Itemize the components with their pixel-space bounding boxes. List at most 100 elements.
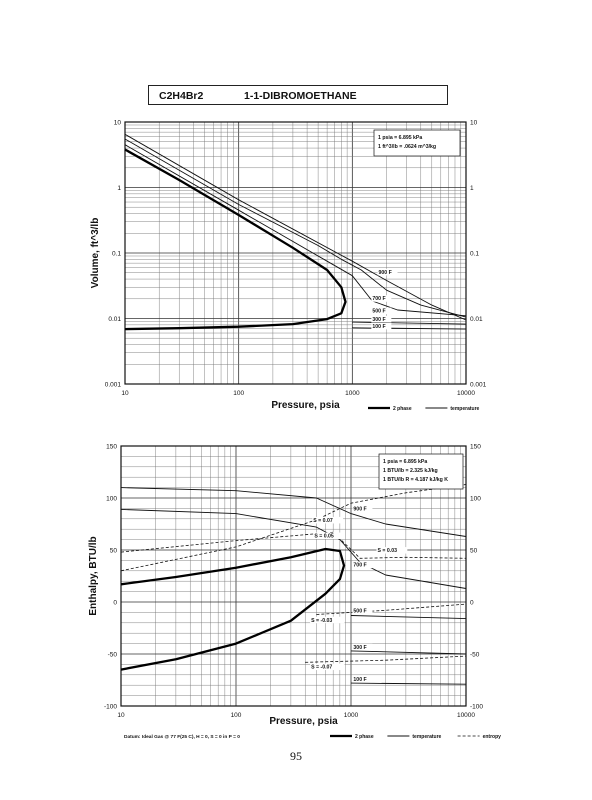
x-axis-label: Pressure, psia: [271, 400, 340, 411]
datum-note: Datum: Ideal Gas @ 77 F(25 C), H = 0, S …: [124, 734, 240, 740]
plot-frame: [124, 121, 467, 385]
page-number: 95: [290, 749, 302, 763]
curve-label-bg: [371, 307, 392, 315]
curve-label: 100 F: [353, 677, 366, 683]
legend-label: 2 phase: [393, 406, 412, 412]
y-tick-label-right: -50: [470, 651, 480, 658]
conversion-notes-box: [373, 129, 461, 157]
y-tick-label-right: 100: [470, 495, 481, 502]
conversion-note: 1 ft^3/lb = .0624 m^3/kg: [378, 144, 436, 150]
curve-label-bg: [371, 322, 392, 330]
plot-frame: [120, 445, 467, 707]
curve-label-bg: [352, 561, 373, 569]
y-tick-label-left: 0.001: [105, 381, 122, 388]
series-100-f: [352, 327, 467, 330]
legend-label: temperature: [412, 734, 441, 740]
series-700-f: [124, 138, 467, 318]
y-tick-label-right: -100: [470, 703, 483, 710]
series-700-f: [120, 508, 467, 589]
x-tick-label: 10000: [457, 390, 475, 397]
curve-label-bg: [371, 315, 392, 323]
y-tick-label-right: 1: [470, 185, 474, 192]
series-300-f: [352, 321, 467, 325]
y-tick-label-left: 0.1: [112, 250, 121, 257]
curve-label-bg: [352, 607, 373, 614]
curve-label-bg: [310, 616, 345, 624]
curve-label: S = 0.07: [313, 518, 333, 524]
series-500-f: [350, 615, 467, 620]
series-s-0-07: [120, 484, 467, 572]
y-tick-label-right: 10: [470, 119, 478, 126]
series-s-0-03: [316, 603, 467, 615]
y-tick-label-right: 0.01: [470, 316, 483, 323]
curve-label: S = -0.07: [311, 665, 332, 671]
curve-label: 300 F: [353, 645, 366, 651]
series-900-f: [120, 487, 467, 537]
conversion-note: 1 psia = 6.895 kPa: [383, 459, 427, 465]
compound-name: 1-1-DIBROMOETHANE: [244, 90, 357, 102]
x-tick-label: 10000: [457, 712, 475, 719]
x-tick-label: 100: [233, 390, 244, 397]
curve-label-bg: [352, 643, 373, 651]
curve-label-bg: [312, 516, 344, 524]
y-tick-label-left: -50: [108, 651, 118, 658]
conversion-note: 1 BTU/lb = 2.325 kJ/kg: [383, 468, 438, 474]
curve-label-bg: [352, 676, 373, 683]
y-tick-label-left: 150: [106, 443, 117, 450]
y-tick-label-left: 0: [113, 599, 117, 606]
series-s-0-05: [120, 531, 467, 559]
conversion-note: 1 BTU/lb R = 4.187 kJ/kg K: [383, 477, 448, 483]
series-s-0-07: [305, 655, 467, 663]
y-tick-label-left: 100: [106, 495, 117, 502]
y-tick-label-left: 10: [114, 119, 122, 126]
y-tick-label-right: 0.1: [470, 250, 479, 257]
curve-label-bg: [313, 532, 345, 540]
series-500-f: [124, 144, 467, 317]
y-tick-label-right: 150: [470, 443, 481, 450]
x-tick-label: 10: [121, 390, 129, 397]
curve-label-bg: [377, 268, 398, 276]
curve-label: 500 F: [353, 608, 366, 614]
series-300-f: [350, 650, 467, 655]
conversion-note: 1 psia = 6.895 kPa: [378, 135, 422, 141]
y-axis-label: Enthalpy, BTU/lb: [88, 536, 99, 615]
y-tick-label-left: -100: [104, 703, 117, 710]
curve-label: 700 F: [353, 563, 366, 569]
y-tick-label-right: 0.001: [470, 381, 487, 388]
curve-label: S = -0.03: [311, 618, 332, 624]
legend-label: 2 phase: [355, 734, 374, 740]
legend-label: entropy: [483, 734, 502, 740]
x-tick-label: 1000: [344, 712, 359, 719]
curve-label: 700 F: [372, 296, 385, 302]
legend-label: temperature: [450, 406, 479, 412]
x-axis-label: Pressure, psia: [269, 716, 338, 727]
series-two-phase-dome: [120, 547, 346, 671]
curve-label: S = 0.03: [378, 548, 398, 554]
curve-label: S = 0.05: [314, 534, 334, 540]
curve-label: 500 F: [372, 309, 385, 315]
conversion-notes-box: [378, 453, 464, 490]
curve-label-bg: [376, 547, 408, 554]
x-tick-label: 1000: [345, 390, 360, 397]
series-100-f: [350, 682, 467, 685]
series-two-phase-dome: [124, 148, 347, 331]
y-tick-label-right: 0: [470, 599, 474, 606]
curve-label: 900 F: [379, 270, 392, 276]
chart-title-box: C2H4Br2 1-1-DIBROMOETHANE: [148, 85, 448, 105]
curve-label-bg: [352, 505, 373, 512]
curve-label: 300 F: [372, 317, 385, 323]
y-tick-label-left: 1: [117, 185, 121, 192]
series-900-f: [124, 133, 467, 321]
y-axis-label: Volume, ft^3/lb: [90, 218, 101, 289]
curve-label-bg: [310, 663, 345, 671]
chemical-formula: C2H4Br2: [159, 90, 204, 102]
y-tick-label-right: 50: [470, 547, 478, 554]
curve-label: 900 F: [353, 506, 366, 512]
x-tick-label: 100: [231, 712, 242, 719]
curve-label: 100 F: [372, 324, 385, 330]
x-tick-label: 10: [117, 712, 125, 719]
y-tick-label-left: 0.01: [108, 316, 121, 323]
curve-label-bg: [371, 295, 392, 302]
